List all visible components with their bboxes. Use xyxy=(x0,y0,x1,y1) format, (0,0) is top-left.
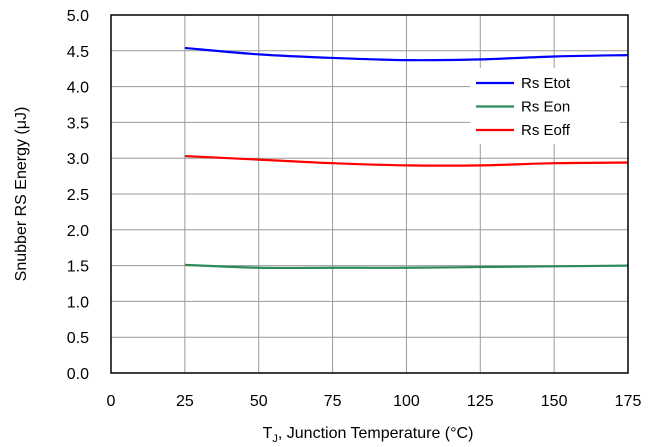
y-axis-label: Snubber RS Energy (μJ) xyxy=(13,107,30,282)
x-tick-label: 100 xyxy=(393,393,420,410)
plot-area-border xyxy=(110,14,629,374)
series-line-rs-eon xyxy=(184,263,629,270)
x-tick-label: 0 xyxy=(107,393,116,410)
legend-label-rs-eon: Rs Eon xyxy=(521,99,570,116)
y-tick-label: 3.0 xyxy=(67,151,89,168)
x-tick-label: 50 xyxy=(250,393,268,410)
x-axis-label: TJ, Junction Temperature (°C) xyxy=(263,425,474,445)
series-lines xyxy=(184,46,629,270)
y-tick-label: 0.5 xyxy=(67,330,89,347)
y-axis-ticks: 0.0 0.5 1.0 1.5 2.0 2.5 3.0 3.5 4.0 4.5 5.0 xyxy=(67,8,89,383)
x-tick-label: 150 xyxy=(541,393,568,410)
x-axis-ticks: 0 25 50 75 100 125 150 175 xyxy=(107,393,642,410)
y-tick-label: 2.5 xyxy=(67,187,89,204)
y-tick-label: 2.0 xyxy=(67,223,89,240)
x-tick-label: 175 xyxy=(615,393,642,410)
y-tick-label: 1.5 xyxy=(67,259,89,276)
y-tick-label: 5.0 xyxy=(67,8,89,25)
legend-label-rs-etot: Rs Etot xyxy=(521,75,571,92)
y-tick-label: 1.0 xyxy=(67,294,89,311)
series-line-rs-eoff xyxy=(184,154,629,167)
legend-label-rs-eoff: Rs Eoff xyxy=(521,122,571,139)
series-line-rs-etot xyxy=(184,46,629,62)
y-tick-label: 3.5 xyxy=(67,115,89,132)
x-tick-label: 125 xyxy=(467,393,494,410)
y-tick-label: 4.0 xyxy=(67,80,89,97)
x-tick-label: 75 xyxy=(324,393,342,410)
x-tick-label: 25 xyxy=(176,393,194,410)
y-tick-label: 4.5 xyxy=(67,44,89,61)
legend: Rs Etot Rs Eon Rs Eoff xyxy=(470,68,620,144)
y-tick-label: 0.0 xyxy=(67,366,89,383)
